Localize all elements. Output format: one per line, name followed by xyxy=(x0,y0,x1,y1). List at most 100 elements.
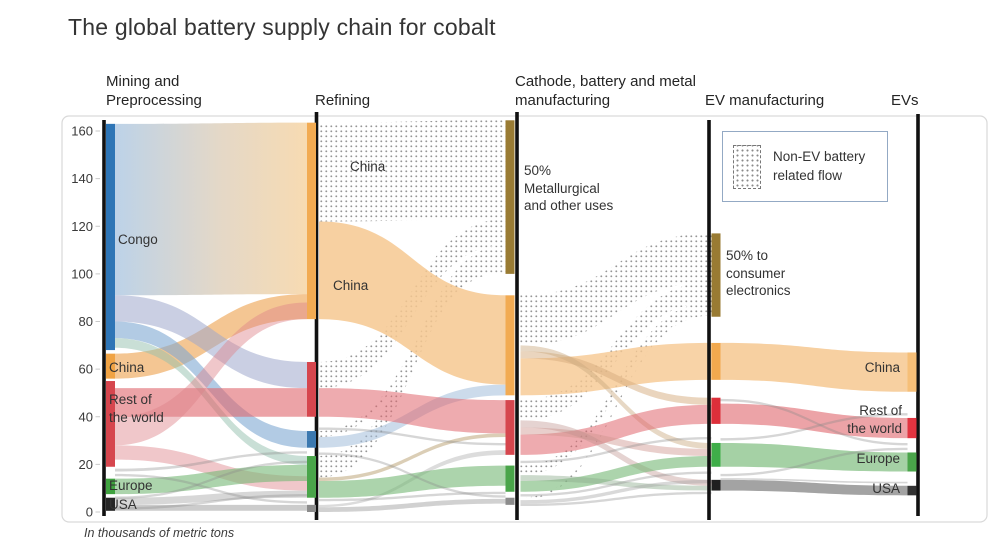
flow-strand xyxy=(520,471,712,497)
flow-china-cathode-to-china-evmfg xyxy=(520,342,712,396)
europe-evs-label: Europe xyxy=(856,451,900,466)
flow-europe-refining-to-row-cathode xyxy=(319,433,506,482)
column-header-evmfg: EV manufacturing xyxy=(705,91,825,109)
node-row-cathode xyxy=(505,400,515,455)
node-congo-mining xyxy=(106,123,115,351)
flow-row-to-row-refining xyxy=(115,388,307,417)
flow-strand xyxy=(115,451,307,472)
flow-strand xyxy=(115,473,307,504)
y-tick-label: 120 xyxy=(71,219,93,234)
congo-label: Congo xyxy=(118,232,158,247)
usa-mining-label: USA xyxy=(109,497,137,512)
node-other-refining xyxy=(307,504,316,512)
node-china-cathode xyxy=(505,295,515,396)
flow-other-cathode-to-usa-evmfg xyxy=(520,479,712,504)
y-tick-label: 140 xyxy=(71,171,93,186)
flow-china-refining-to-metallurgical xyxy=(319,120,506,222)
axis-evmfg xyxy=(707,120,711,520)
node-usa-evmfg xyxy=(711,479,721,491)
node-europe-mining xyxy=(106,478,115,495)
flow-congo-to-congo-refining xyxy=(115,321,307,448)
node-row-mining xyxy=(106,381,115,467)
europe-mining-label: Europe xyxy=(109,478,153,493)
china-evs-label: China xyxy=(864,360,900,375)
flow-other-refining-to-other-cathode xyxy=(319,498,506,512)
column-header-refining: Refining xyxy=(315,91,371,109)
node-china-evs xyxy=(907,352,917,392)
axis-mining xyxy=(102,120,106,516)
flow-usa-evmfg-to-usa-evs xyxy=(720,479,908,496)
flow-congo-refining-to-metallurgical xyxy=(319,266,506,437)
china-refining-dotted-label: China xyxy=(350,159,386,174)
flow-congo-to-china-refining xyxy=(115,122,307,296)
flow-usa-to-europe-refining xyxy=(115,490,307,505)
y-tick-label: 0 xyxy=(86,505,93,520)
flow-strand xyxy=(520,491,712,507)
flow-other-cathode-to-consumer-electronics xyxy=(520,313,712,501)
flow-china-cathode-to-consumer-electronics xyxy=(520,233,712,346)
flow-row-cathode-to-row-evmfg xyxy=(520,404,712,455)
node-congo-refining xyxy=(307,431,316,448)
axis-refining xyxy=(314,112,319,520)
flow-europe-cathode-to-usa-evmfg xyxy=(520,475,712,491)
flow-china-cathode-to-row-evmfg xyxy=(520,351,712,405)
flow-usa-to-other-refining xyxy=(115,504,307,511)
flow-row-refining-to-row-cathode xyxy=(319,388,506,434)
axis-cathode xyxy=(515,112,519,520)
node-metallurgical xyxy=(505,120,515,274)
y-tick-label: 20 xyxy=(79,457,93,472)
flow-europe-refining-to-metallurgical xyxy=(319,245,506,478)
node-row-evmfg xyxy=(711,397,721,424)
flow-strand xyxy=(720,398,908,446)
unit-footnote: In thousands of metric tons xyxy=(84,526,235,540)
row-evs-label: Rest of the world xyxy=(847,403,902,436)
node-europe-cathode xyxy=(505,465,515,492)
legend-box: Non-EV battery related flow xyxy=(722,131,888,202)
metallurgical-label: 50% Metallurgical and other uses xyxy=(524,163,614,214)
consumer-electronics-label: 50% to consumer electronics xyxy=(726,248,791,299)
node-europe-evs xyxy=(907,452,917,472)
china-refining-label: China xyxy=(333,278,369,293)
flow-china-cathode-to-europe-evmfg xyxy=(520,345,712,449)
page-title: The global battery supply chain for coba… xyxy=(68,14,496,40)
flow-europe-refining-to-europe-cathode xyxy=(319,465,506,498)
flow-china-refining-to-china-cathode xyxy=(319,221,506,385)
flow-row-to-china-refining xyxy=(115,302,307,446)
flow-strand xyxy=(720,413,908,441)
flow-strand xyxy=(319,427,506,446)
flow-strand xyxy=(319,491,506,502)
node-consumer-electronics xyxy=(711,233,721,317)
y-tick-label: 160 xyxy=(71,124,93,139)
flow-europe-cathode-to-consumer-electronics xyxy=(520,302,712,476)
plot-frame xyxy=(61,115,988,523)
flow-row-evmfg-to-row-evs xyxy=(720,403,908,439)
node-row-refining xyxy=(307,361,316,417)
flow-row-cathode-to-europe-evmfg xyxy=(520,427,712,457)
node-row-evs xyxy=(907,417,917,439)
y-tick-label: 40 xyxy=(79,409,93,424)
flow-europe-to-europe-refining xyxy=(115,464,307,495)
usa-evs-label: USA xyxy=(872,481,900,496)
node-europe-refining xyxy=(307,456,316,498)
y-tick-label: 80 xyxy=(79,314,93,329)
flow-strand xyxy=(319,452,506,498)
y-tick-label: 60 xyxy=(79,362,93,377)
flow-row-cathode-to-usa-evmfg xyxy=(520,420,712,486)
y-tick-label: 100 xyxy=(71,266,93,281)
column-header-mining: Mining and Preprocessing xyxy=(106,72,202,109)
node-other-cathode xyxy=(505,497,515,505)
flow-europe-evmfg-to-europe-evs xyxy=(720,442,908,472)
flow-strand xyxy=(720,478,908,484)
node-china-mining xyxy=(106,353,115,379)
flow-europe-cathode-to-europe-evmfg xyxy=(520,456,712,492)
legend-label: Non-EV battery related flow xyxy=(773,149,866,183)
flow-strand xyxy=(520,436,712,464)
flow-strand xyxy=(115,460,307,499)
axis-evs xyxy=(916,114,920,516)
flow-strand xyxy=(720,447,908,477)
flow-china-evmfg-to-china-evs xyxy=(720,342,908,392)
column-header-evs: EVs xyxy=(891,91,919,109)
node-usa-mining xyxy=(106,497,115,511)
